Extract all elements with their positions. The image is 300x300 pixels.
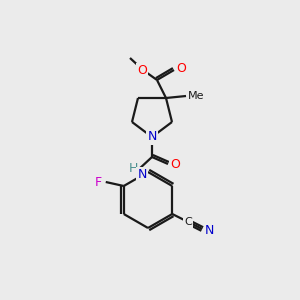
Text: N: N (205, 224, 214, 236)
Text: O: O (137, 64, 147, 76)
Text: N: N (147, 130, 157, 143)
Text: H: H (128, 161, 138, 175)
Text: O: O (170, 158, 180, 170)
Text: Me: Me (188, 91, 204, 101)
Text: F: F (95, 176, 102, 188)
Text: O: O (176, 61, 186, 74)
Text: N: N (137, 167, 147, 181)
Text: C: C (184, 217, 192, 227)
